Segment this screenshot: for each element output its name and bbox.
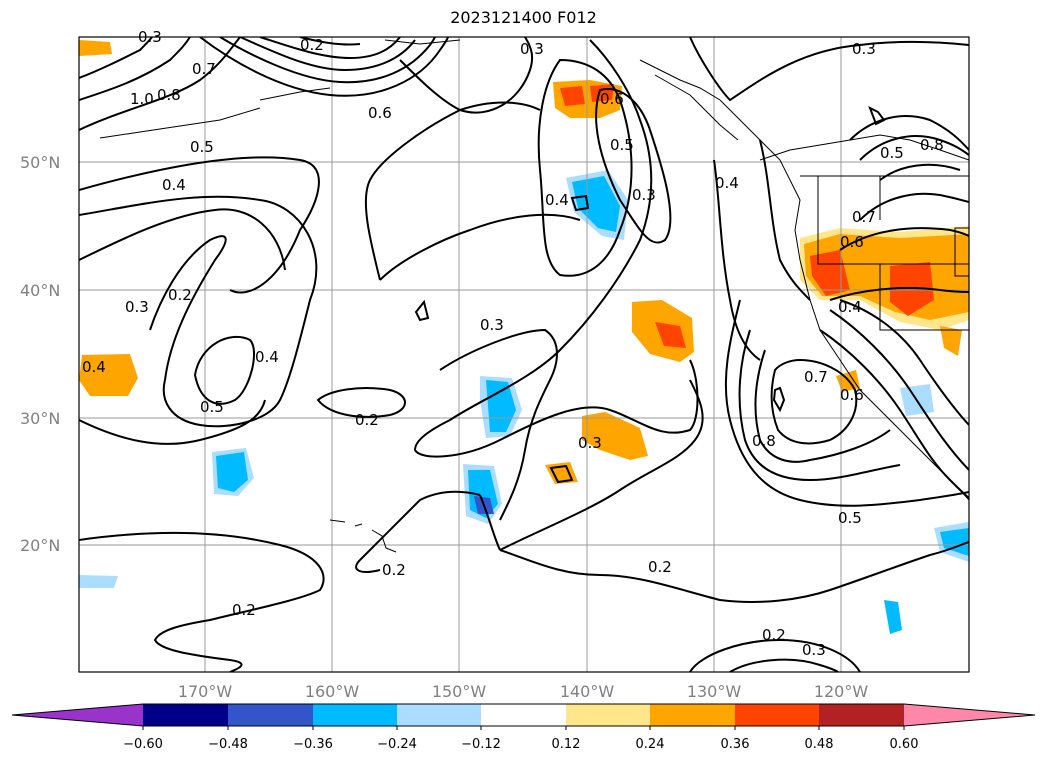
warm-patch	[79, 40, 112, 56]
colorbar-segment	[228, 704, 313, 726]
contour-label: 0.2	[762, 626, 786, 644]
warm-patch	[582, 412, 648, 460]
lon-label: 140°W	[560, 682, 615, 701]
contour-label: 0.5	[190, 138, 214, 156]
contour-label: 0.6	[840, 233, 864, 251]
colorbar-tick: −0.12	[461, 737, 501, 752]
contour-lines	[79, 37, 969, 672]
contour-label: 0.3	[578, 434, 602, 452]
colorbar-segment	[313, 704, 397, 726]
contour-label: 0.8	[920, 136, 944, 154]
contour-label: 0.4	[82, 358, 106, 376]
cold-patch	[572, 176, 620, 232]
contour-label: 0.4	[255, 348, 279, 366]
lon-label: 160°W	[305, 682, 360, 701]
contour-label: 0.7	[804, 368, 828, 386]
cold-patch-light	[79, 575, 118, 588]
colorbar-extend-left	[12, 704, 143, 726]
contour-label: 0.3	[520, 40, 544, 58]
colorbar-segment	[735, 704, 819, 726]
contour-label-group: 0.3 0.3 0.6 0.7 1.0 0.8 0.5 0.4 0.3 0.2 …	[82, 28, 944, 659]
contour-label: 0.6	[368, 104, 392, 122]
colorbar-tick: 0.12	[552, 737, 581, 752]
lat-label: 40°N	[20, 281, 60, 300]
colorbar-tick: 0.24	[636, 737, 665, 752]
cold-patch	[884, 600, 902, 634]
contour-label: 0.5	[838, 509, 862, 527]
colorbar-tick: −0.48	[208, 737, 248, 752]
map-title: 2023121400 F012	[450, 8, 597, 27]
colorbar-tick: −0.24	[377, 737, 417, 752]
colorbar-tick: 0.48	[805, 737, 834, 752]
colorbar-segment	[566, 704, 650, 726]
plot-border	[78, 36, 970, 673]
lat-label: 50°N	[20, 153, 60, 172]
colorbar-tick: −0.60	[123, 737, 163, 752]
graticule	[79, 37, 969, 672]
contour-label: 0.8	[157, 86, 181, 104]
contour-label: 0.6	[600, 90, 624, 108]
lat-label: 20°N	[20, 536, 60, 555]
colorbar-tick: 0.60	[890, 737, 919, 752]
warm-patch-core	[560, 86, 585, 106]
warm-patch	[79, 354, 138, 396]
contour-label: 0.3	[480, 316, 504, 334]
contour-label: 0.8	[752, 432, 776, 450]
contour-label: 0.2	[232, 601, 256, 619]
lon-label: 130°W	[687, 682, 742, 701]
contour-label: 0.6	[840, 386, 864, 404]
colorbar-segment	[819, 704, 904, 726]
contour-label: 0.4	[715, 174, 739, 192]
latitude-labels: 50°N 40°N 30°N 20°N	[20, 153, 60, 555]
warm-patch-core	[655, 322, 686, 348]
contour-label: 0.7	[192, 60, 216, 78]
colorbar-segment	[143, 704, 228, 726]
colorbar-tick: −0.36	[293, 737, 333, 752]
longitude-labels: 170°W 160°W 150°W 140°W 130°W 120°W	[178, 682, 869, 701]
contour-label: 0.3	[852, 40, 876, 58]
contour-label: 0.2	[648, 558, 672, 576]
colorbar-segment	[650, 704, 735, 726]
colorbar-extend-right	[904, 704, 1035, 726]
contour-label: 0.2	[355, 411, 379, 429]
contour-label: 0.4	[545, 191, 569, 209]
contour-label: 0.4	[838, 298, 862, 316]
lon-label: 120°W	[814, 682, 869, 701]
contour-label: 0.5	[200, 398, 224, 416]
contour-label: 0.5	[880, 144, 904, 162]
colorbar: −0.60 −0.48 −0.36 −0.24 −0.12 0.12 0.24 …	[11, 703, 1036, 752]
contour-label: 0.2	[168, 286, 192, 304]
cold-patch	[216, 452, 248, 492]
contour-label: 0.4	[162, 176, 186, 194]
contour-label: 0.2	[382, 561, 406, 579]
contour-label: 0.2	[300, 36, 324, 54]
colorbar-segment	[481, 704, 566, 726]
contour-label: 0.3	[125, 298, 149, 316]
contour-label: 0.7	[852, 208, 876, 226]
plot-area	[79, 37, 969, 672]
colorbar-tick: 0.36	[721, 737, 750, 752]
contour-label: 0.3	[802, 641, 826, 659]
cold-patch	[486, 380, 516, 432]
warm-patch-core	[810, 250, 850, 296]
colorbar-segment	[397, 704, 481, 726]
contour-label: 0.3	[632, 186, 656, 204]
contour-label: 1.0	[130, 90, 154, 108]
lon-label: 170°W	[178, 682, 233, 701]
lon-label: 150°W	[432, 682, 487, 701]
lat-label: 30°N	[20, 409, 60, 428]
contour-label: 0.5	[610, 136, 634, 154]
warm-patch	[940, 326, 962, 356]
